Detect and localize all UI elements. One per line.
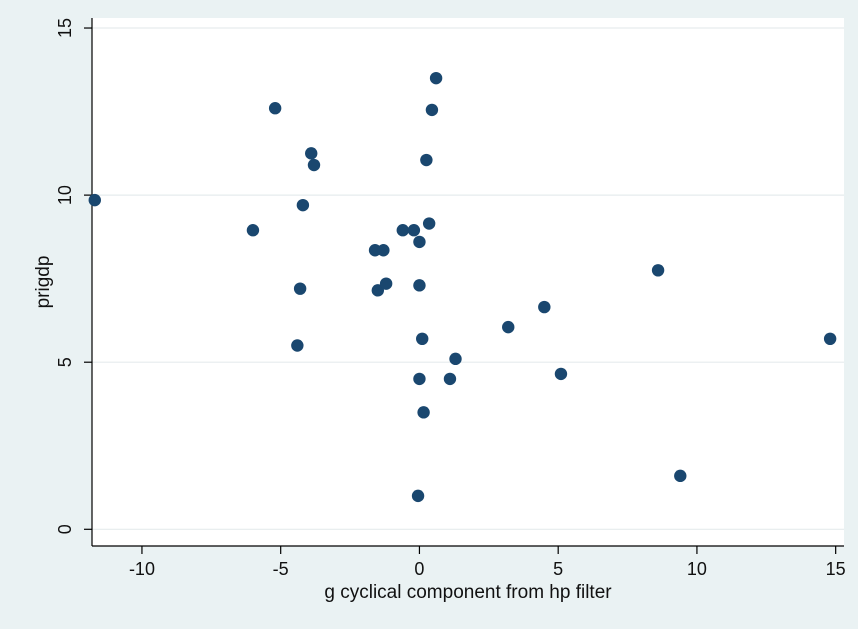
x-tick-label: 0	[414, 559, 424, 579]
axes	[91, 18, 844, 547]
scatter-point	[291, 339, 304, 352]
x-tick-label: -5	[273, 559, 289, 579]
scatter-point	[502, 320, 515, 334]
scatter-point	[413, 372, 426, 386]
scatter-point	[307, 158, 321, 172]
scatter-point	[296, 198, 310, 212]
scatter-point	[377, 244, 390, 257]
y-tick-label: 15	[55, 18, 75, 38]
scatter-point	[396, 224, 409, 237]
scatter-point	[413, 235, 426, 249]
scatter-point	[293, 282, 307, 295]
data-points	[88, 71, 837, 503]
scatter-point	[554, 367, 568, 381]
x-tick-label: 10	[687, 559, 707, 579]
y-tick-label: 5	[55, 357, 75, 367]
scatter-point	[416, 332, 429, 346]
scatter-point	[422, 217, 436, 230]
gridlines	[92, 27, 844, 530]
scatter-point	[246, 224, 260, 237]
scatter-point	[823, 332, 837, 346]
scatter-point	[413, 279, 426, 292]
x-tick-label: 15	[826, 559, 846, 579]
scatter-point	[407, 224, 421, 237]
y-axis-ticks: 0 5 10 15	[55, 18, 92, 534]
scatter-point	[449, 352, 462, 366]
scatter-point	[651, 264, 665, 277]
scatter-point	[411, 489, 425, 503]
scatter-point	[429, 71, 443, 85]
x-tick-label: -10	[129, 559, 155, 579]
scatter-point	[379, 277, 393, 290]
scatter-point	[443, 372, 457, 386]
y-tick-label: 10	[55, 185, 75, 205]
scatter-point	[538, 300, 551, 314]
scatter-point	[425, 103, 439, 117]
scatter-point	[268, 102, 282, 115]
plot-area	[92, 18, 844, 546]
scatter-point	[417, 406, 430, 419]
scatter-point	[305, 147, 318, 160]
x-tick-label: 5	[553, 559, 563, 579]
y-axis-title: prigdp	[33, 256, 54, 309]
x-axis-ticks: -10 -5 0 5 10 15	[129, 546, 846, 579]
scatter-point	[88, 193, 101, 207]
scatter-point	[674, 469, 687, 483]
y-tick-label: 0	[55, 524, 75, 534]
scatter-point	[371, 284, 385, 297]
scatter-point	[420, 153, 433, 167]
x-axis-title: g cyclical component from hp filter	[324, 582, 612, 603]
